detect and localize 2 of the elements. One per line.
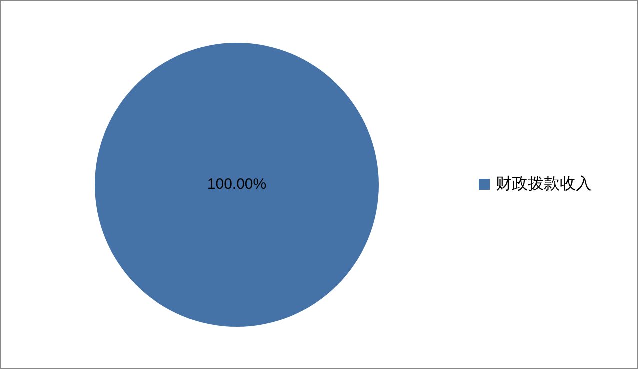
legend-label: 财政拨款收入	[496, 175, 592, 194]
data-label: 100.00%	[207, 176, 267, 193]
